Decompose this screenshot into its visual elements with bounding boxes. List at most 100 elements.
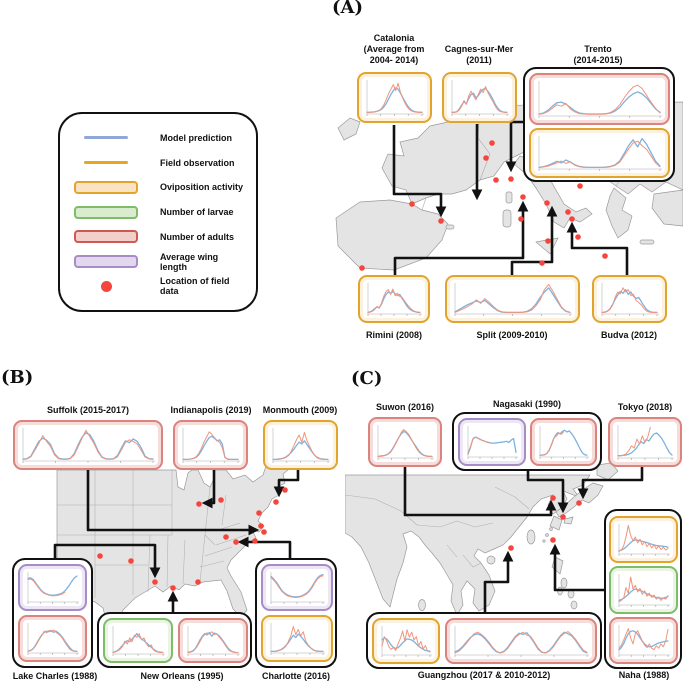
plot-area bbox=[447, 77, 512, 118]
plot-area bbox=[266, 620, 328, 657]
plot-area bbox=[534, 133, 665, 173]
plot-area bbox=[362, 77, 427, 118]
legend-item-field-location: Location of field data bbox=[70, 275, 246, 297]
arrow-budva bbox=[566, 221, 629, 275]
tokyo-chart-box bbox=[608, 417, 682, 467]
monmouth-chart-box bbox=[263, 420, 338, 470]
plot-area bbox=[614, 521, 673, 558]
suffolk-chart-box bbox=[13, 420, 163, 470]
asia-land bbox=[345, 462, 619, 616]
field-data-dots-b bbox=[97, 487, 288, 591]
plot-area bbox=[183, 623, 243, 658]
legend-label: Oviposition activity bbox=[160, 182, 244, 193]
monmouth-title: Monmouth (2009) bbox=[262, 405, 338, 415]
legend-item-larvae: Number of larvae bbox=[70, 201, 246, 223]
panel-b-label: (B) bbox=[1, 367, 34, 388]
lakecharles-wing-chart-box bbox=[18, 564, 87, 611]
arrow-indianapolis bbox=[201, 470, 216, 509]
legend-label: Field observation bbox=[160, 157, 235, 168]
naha-adults-chart-box bbox=[609, 617, 678, 664]
wing-box-swatch bbox=[74, 255, 138, 268]
legend-label: Number of adults bbox=[160, 231, 235, 242]
legend-item-field-observation: Field observation bbox=[70, 152, 246, 174]
lakecharles-group-box bbox=[12, 558, 93, 668]
nagasaki-group-box bbox=[452, 412, 602, 471]
plot-area bbox=[450, 623, 592, 659]
plot-area bbox=[597, 280, 662, 318]
panel-a-label: (A) bbox=[332, 0, 363, 18]
guangzhou-oviposition-chart-box bbox=[372, 618, 440, 664]
arrow-nagasaki bbox=[526, 470, 569, 514]
field-line-swatch bbox=[84, 161, 128, 164]
naha-oviposition-chart-box bbox=[609, 516, 678, 563]
trento-group-box bbox=[523, 67, 675, 182]
naha-larvae-chart-box bbox=[609, 566, 678, 614]
nagasaki-adults-chart-box bbox=[530, 418, 597, 466]
usa-map bbox=[53, 452, 300, 629]
east-asia-map bbox=[345, 462, 644, 616]
arrow-guangzhou bbox=[483, 550, 514, 612]
charlotte-oviposition-chart-box bbox=[261, 615, 333, 662]
legend-item-oviposition: Oviposition activity bbox=[70, 176, 246, 198]
plot-area bbox=[377, 623, 435, 659]
plot-area bbox=[450, 280, 575, 318]
oviposition-box-swatch bbox=[74, 180, 138, 194]
lakecharles-title: Lake Charles (1988) bbox=[12, 671, 98, 681]
cagnes-title: Cagnes-sur-Mer (2011) bbox=[444, 44, 514, 65]
plot-area bbox=[373, 422, 437, 462]
legend-box: Model prediction Field observation Ovipo… bbox=[58, 112, 258, 312]
legend-item-adults: Number of adults bbox=[70, 226, 246, 248]
suffolk-title: Suffolk (2015-2017) bbox=[46, 405, 130, 415]
arrow-charlotte bbox=[237, 536, 292, 558]
arrow-lakecharles bbox=[53, 543, 161, 579]
neworleans-title: New Orleans (1995) bbox=[140, 671, 224, 681]
neworleans-larvae-chart-box bbox=[103, 618, 173, 663]
lakecharles-adults-chart-box bbox=[18, 615, 87, 662]
plot-area bbox=[178, 425, 243, 465]
suwon-chart-box bbox=[368, 417, 442, 467]
larvae-box-swatch bbox=[74, 205, 138, 219]
arrow-tokyo bbox=[577, 467, 644, 500]
budva-title: Budva (2012) bbox=[600, 330, 658, 340]
arrow-rimini bbox=[393, 200, 529, 275]
field-location-dot-icon bbox=[100, 280, 112, 292]
naha-group-box bbox=[604, 509, 682, 669]
panel-c-label: (C) bbox=[351, 368, 383, 389]
plot-area bbox=[266, 569, 328, 606]
rimini-title: Rimini (2008) bbox=[365, 330, 423, 340]
panel-c-arrows bbox=[403, 467, 644, 612]
suwon-title: Suwon (2016) bbox=[375, 402, 434, 412]
model-line-swatch bbox=[84, 136, 128, 140]
plot-area bbox=[23, 620, 82, 657]
arrow-split bbox=[510, 205, 558, 275]
naha-title: Naha (1988) bbox=[618, 670, 670, 680]
panel-a-arrows bbox=[392, 120, 629, 275]
trento-adults-chart-box bbox=[529, 73, 670, 125]
split-chart-box bbox=[445, 275, 580, 323]
legend-item-wing-length: Average wing length bbox=[70, 251, 246, 273]
arrow-suffolk bbox=[86, 470, 260, 536]
adults-box-swatch bbox=[74, 230, 138, 244]
tokyo-title: Tokyo (2018) bbox=[617, 402, 673, 412]
catalonia-title: Catalonia (Average from 2004- 2014) bbox=[363, 33, 425, 65]
budva-chart-box bbox=[592, 275, 667, 323]
plot-area bbox=[18, 425, 158, 465]
nagasaki-title: Nagasaki (1990) bbox=[492, 399, 562, 409]
plot-area bbox=[363, 280, 425, 318]
trento-title: Trento (2014-2015) bbox=[573, 44, 623, 65]
charlotte-group-box bbox=[255, 558, 337, 668]
plot-area bbox=[268, 425, 333, 465]
nagasaki-wing-chart-box bbox=[458, 418, 526, 466]
arrow-catalonia bbox=[392, 125, 447, 218]
plot-area bbox=[535, 423, 592, 461]
plot-area bbox=[614, 622, 673, 659]
split-title: Split (2009-2010) bbox=[476, 330, 548, 340]
cagnes-chart-box bbox=[442, 72, 517, 123]
legend-label: Average wing length bbox=[160, 251, 219, 272]
plot-area bbox=[108, 623, 168, 658]
indianapolis-chart-box bbox=[173, 420, 248, 470]
legend-label: Location of field data bbox=[160, 276, 230, 297]
neworleans-group-box bbox=[97, 612, 252, 668]
plot-area bbox=[463, 423, 521, 461]
